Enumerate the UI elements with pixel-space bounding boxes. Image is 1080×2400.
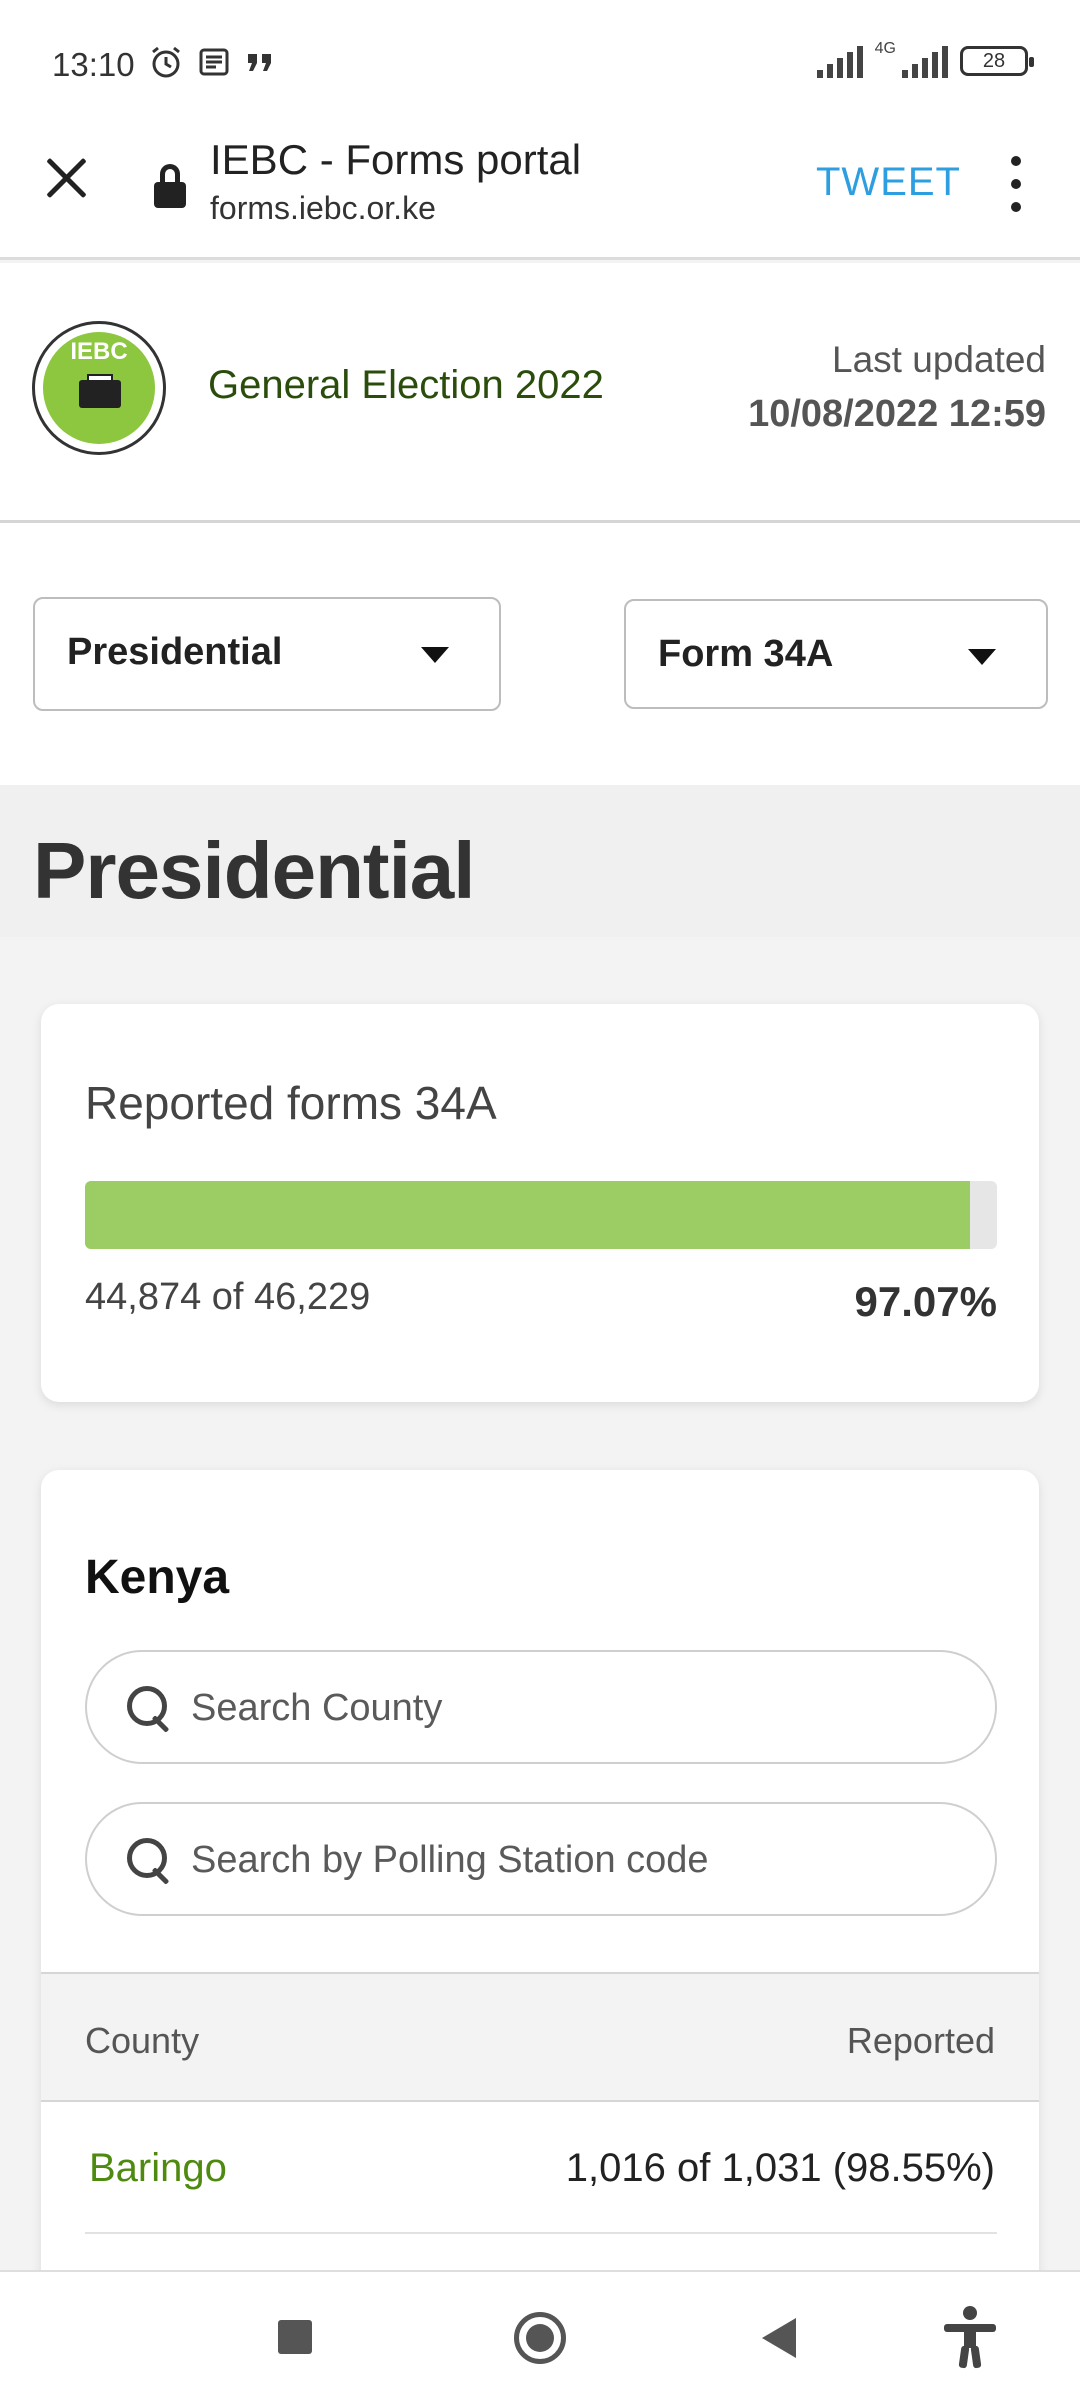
- section-header: Presidential: [0, 785, 1080, 937]
- search-icon: [127, 1686, 173, 1732]
- caret-down-icon: [421, 647, 449, 663]
- filters-panel: Presidential Form 34A: [0, 523, 1080, 785]
- accessibility-icon[interactable]: [944, 2306, 996, 2369]
- progress-bar: [85, 1181, 997, 1249]
- progress-percent: 97.07%: [854, 1278, 997, 1325]
- more-options-icon[interactable]: [1008, 156, 1024, 212]
- form-type-select[interactable]: Form 34A: [624, 599, 1048, 709]
- close-icon[interactable]: [44, 156, 88, 200]
- alarm-icon: [152, 46, 180, 78]
- quote-icon: [248, 54, 271, 71]
- tweet-button[interactable]: TWEET: [816, 160, 961, 204]
- election-type-select[interactable]: Presidential: [33, 597, 501, 711]
- iebc-logo[interactable]: IEBC: [32, 321, 166, 455]
- signal-icon: [902, 44, 948, 78]
- last-updated-label: Last updated: [832, 339, 1046, 380]
- caret-down-icon: [968, 649, 996, 665]
- table-row[interactable]: Baringo 1,016 of 1,031 (98.55%): [85, 2102, 997, 2234]
- home-icon[interactable]: [514, 2312, 566, 2364]
- search-icon: [127, 1838, 173, 1884]
- status-bar: 13:10 4G 28: [0, 0, 1080, 120]
- column-county[interactable]: County: [85, 2020, 200, 2061]
- progress-bar-fill: [85, 1181, 971, 1249]
- logo-text: IEBC: [70, 338, 128, 365]
- page-title: IEBC - Forms portal: [210, 136, 582, 183]
- kenya-title: Kenya: [85, 1551, 230, 1604]
- search-county-box[interactable]: [85, 1650, 997, 1764]
- status-icons-left: [148, 44, 276, 80]
- last-updated-value: 10/08/2022 12:59: [748, 393, 1046, 435]
- status-time: 13:10: [52, 46, 135, 83]
- column-reported[interactable]: Reported: [846, 2020, 995, 2061]
- browser-toolbar: IEBC - Forms portal forms.iebc.or.ke TWE…: [0, 120, 1080, 260]
- election-title: General Election 2022: [208, 363, 604, 407]
- status-icons-right: 4G 28: [816, 40, 1034, 78]
- county-reported: 1,016 of 1,031 (98.55%): [565, 2146, 995, 2190]
- kenya-card: Kenya County Reported Baringo 1,016 of 1…: [41, 1470, 1039, 2400]
- system-nav-bar: [0, 2270, 1080, 2400]
- search-county-input[interactable]: [191, 1680, 971, 1736]
- battery-icon: 28: [960, 46, 1034, 76]
- search-station-box[interactable]: [85, 1802, 997, 1916]
- election-type-value: Presidential: [67, 631, 283, 673]
- section-title: Presidential: [33, 826, 476, 915]
- lock-icon[interactable]: [152, 164, 188, 208]
- network-type: 4G: [874, 40, 896, 57]
- progress-count: 44,874 of 46,229: [85, 1276, 371, 1318]
- recents-icon[interactable]: [278, 2320, 312, 2354]
- reported-forms-card: Reported forms 34A 44,874 of 46,229 97.0…: [41, 1004, 1039, 1402]
- form-type-value: Form 34A: [658, 633, 834, 675]
- news-icon: [199, 48, 229, 76]
- site-header: IEBC General Election 2022 Last updated …: [0, 263, 1080, 523]
- page-url[interactable]: forms.iebc.or.ke: [210, 190, 436, 226]
- table-header: County Reported: [41, 1972, 1039, 2102]
- county-link[interactable]: Baringo: [89, 2146, 227, 2190]
- back-icon[interactable]: [762, 2318, 796, 2358]
- search-station-input[interactable]: [191, 1832, 971, 1888]
- progress-title: Reported forms 34A: [85, 1077, 497, 1129]
- signal-icon: [816, 44, 863, 78]
